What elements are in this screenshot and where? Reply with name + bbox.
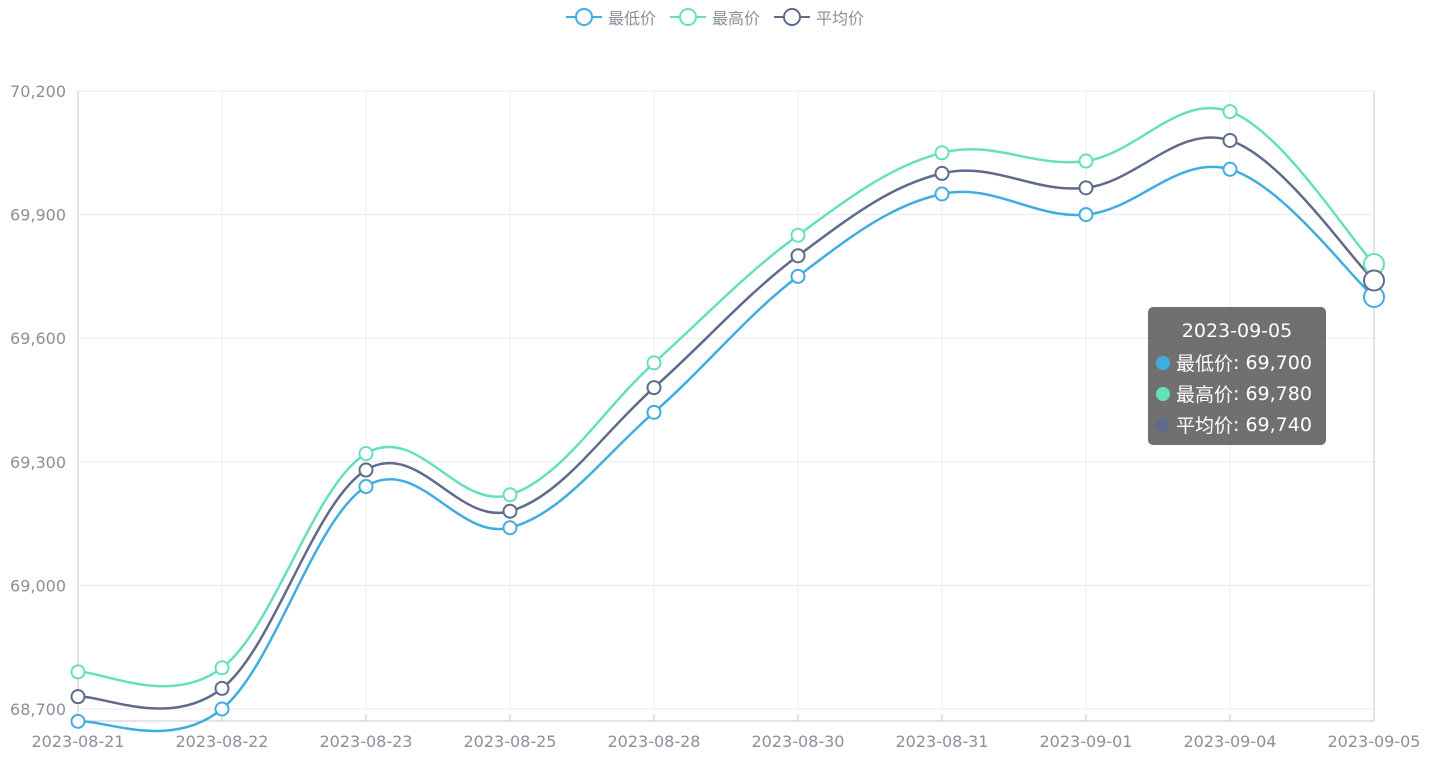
x-tick-label: 2023-08-30	[752, 732, 845, 751]
data-point-avg-price	[502, 503, 518, 519]
data-point-avg-price	[1078, 180, 1094, 196]
tooltip-row-avg-price: 平均价: 69,740	[1156, 409, 1318, 440]
data-point-min-price	[358, 479, 374, 495]
data-point-min-price	[70, 713, 86, 729]
data-point-max-price	[790, 227, 806, 243]
x-tick-label: 2023-09-04	[1184, 732, 1277, 751]
data-point-min-price	[1078, 207, 1094, 223]
tooltip-name-avg-price: 平均价	[1176, 415, 1234, 437]
legend-label-min-price: 最低价	[607, 9, 656, 28]
legend-item-avg-price[interactable]: 平均价	[774, 5, 864, 29]
tooltip-value-max-price: 69,780	[1245, 382, 1312, 405]
tooltip-name-min-price: 最低价	[1176, 353, 1234, 375]
data-point-min-price	[1222, 161, 1238, 177]
x-tick-label: 2023-08-28	[608, 732, 701, 751]
legend-label-avg-price: 平均价	[816, 9, 865, 28]
data-point-max-price	[358, 446, 374, 462]
data-point-avg-price	[1222, 132, 1238, 148]
data-point-avg-price	[646, 380, 662, 396]
tooltip-value-avg-price: 69,740	[1245, 413, 1312, 436]
legend-item-min-price[interactable]: 最低价	[565, 5, 656, 29]
tooltip-dot-avg-price	[1156, 417, 1170, 432]
y-tick-label: 69,300	[10, 453, 66, 472]
y-tick-label: 68,700	[10, 700, 66, 719]
tooltip-separator: :	[1233, 413, 1246, 436]
series-line-avg-price	[77, 136, 1375, 710]
tooltip-row-min-price: 最低价: 69,700	[1156, 347, 1318, 378]
x-tick-label: 2023-08-25	[464, 732, 557, 751]
data-point-min-price	[790, 268, 806, 284]
legend-marker-min-price	[565, 8, 602, 26]
tooltip-value-min-price: 69,700	[1245, 351, 1312, 374]
data-point-max-price	[1222, 104, 1238, 120]
tooltip-row-max-price: 最高价: 69,780	[1156, 378, 1318, 409]
data-point-min-price	[214, 701, 230, 717]
tooltip-dot-min-price	[1156, 355, 1170, 370]
legend-marker-max-price	[669, 8, 706, 26]
legend-label-max-price: 最高价	[711, 9, 760, 28]
x-tick-label: 2023-08-23	[320, 732, 413, 751]
tooltip-title: 2023-09-05	[1181, 320, 1293, 342]
x-tick-label: 2023-09-01	[1040, 732, 1133, 751]
data-point-max-price	[214, 660, 230, 676]
tooltip-separator: :	[1233, 382, 1246, 405]
data-point-avg-price	[934, 165, 950, 181]
y-tick-label: 69,900	[10, 206, 66, 225]
series-line-min-price	[77, 165, 1375, 733]
x-tick-label: 2023-08-31	[896, 732, 989, 751]
data-point-min-price	[502, 520, 518, 536]
data-point-avg-price	[1363, 269, 1385, 292]
chart-legend: 最低价 最高价 平均价	[0, 4, 1430, 30]
data-point-min-price	[646, 404, 662, 420]
data-point-avg-price	[70, 689, 86, 705]
legend-marker-avg-price	[774, 8, 810, 26]
tooltip-dot-max-price	[1156, 386, 1170, 401]
tooltip-separator: :	[1233, 351, 1246, 374]
x-tick-label: 2023-08-21	[32, 732, 125, 751]
y-tick-label: 70,200	[10, 82, 66, 101]
legend-item-max-price[interactable]: 最高价	[669, 5, 760, 29]
data-point-avg-price	[214, 680, 230, 696]
data-point-min-price	[934, 186, 950, 202]
y-tick-label: 69,600	[10, 329, 66, 348]
x-tick-label: 2023-09-05	[1328, 732, 1421, 751]
chart-tooltip: 2023-09-05 最低价: 69,700 最高价: 69,780 平均价: …	[1148, 307, 1326, 445]
data-point-avg-price	[358, 462, 374, 478]
data-point-max-price	[646, 355, 662, 371]
data-point-max-price	[934, 145, 950, 161]
data-point-max-price	[1078, 153, 1094, 169]
data-point-max-price	[502, 487, 518, 503]
y-tick-label: 69,000	[10, 576, 66, 595]
data-point-max-price	[70, 664, 86, 680]
series-line-max-price	[77, 106, 1375, 688]
data-point-avg-price	[790, 248, 806, 264]
x-tick-label: 2023-08-22	[176, 732, 269, 751]
tooltip-name-max-price: 最高价	[1176, 384, 1234, 406]
